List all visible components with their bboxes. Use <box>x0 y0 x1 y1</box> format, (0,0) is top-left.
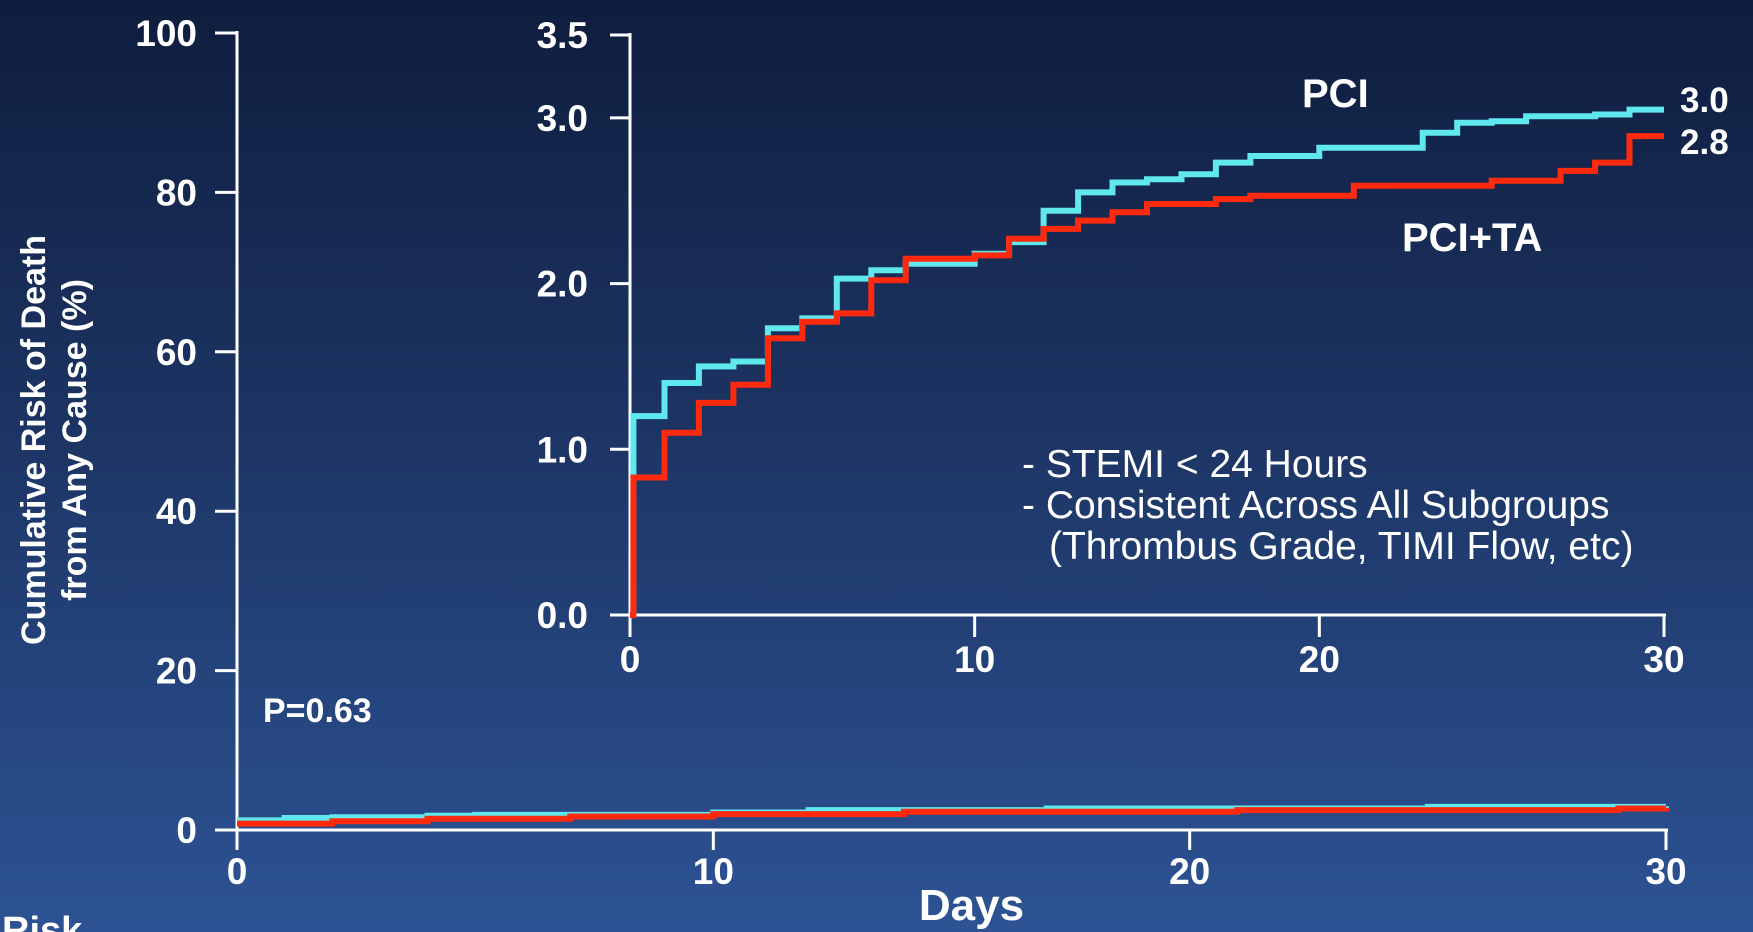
y-axis-title-line: Cumulative Risk of Death <box>15 235 53 645</box>
inset-x-tick-label: 0 <box>620 639 641 680</box>
risk-table-label: Risk <box>2 910 83 932</box>
y-axis-title-line: from Any Cause (%) <box>56 279 94 601</box>
inset-note-line: - Consistent Across All Subgroups <box>1022 484 1609 527</box>
end-value-label-pci-ta: 2.8 <box>1680 123 1729 162</box>
inset-x-tick-label: 30 <box>1643 639 1684 680</box>
end-value-label-pci: 3.0 <box>1680 81 1729 120</box>
main-x-tick-label: 20 <box>1169 851 1210 892</box>
main-y-tick-label: 40 <box>156 491 197 532</box>
main-series-pci-ta <box>237 805 1669 827</box>
main-y-tick-label: 20 <box>156 651 197 692</box>
series-label-pci: PCI <box>1302 72 1369 116</box>
main-x-tick-label: 0 <box>227 851 248 892</box>
main-x-axis-title: Days <box>919 881 1024 930</box>
inset-y-tick-label: 2.0 <box>537 264 588 305</box>
inset-y-tick-label: 1.0 <box>537 429 588 470</box>
p-value-annotation: P=0.63 <box>263 692 372 730</box>
main-y-tick-label: 60 <box>156 332 197 373</box>
inset-note-line: (Thrombus Grade, TIMI Flow, etc) <box>1049 525 1633 568</box>
main-x-tick-label: 30 <box>1645 851 1686 892</box>
inset-series-pci <box>630 106 1664 618</box>
inset-series-pci-ta <box>630 133 1664 618</box>
main-y-tick-label: 100 <box>135 13 197 54</box>
series-label-pci-ta: PCI+TA <box>1402 216 1542 260</box>
main-x-tick-label: 10 <box>693 851 734 892</box>
inset-y-tick-label: 3.0 <box>537 98 588 139</box>
inset-note-line: - STEMI < 24 Hours <box>1022 443 1368 486</box>
inset-y-tick-label: 0.0 <box>537 595 588 636</box>
main-y-axis-title: Cumulative Risk of Deathfrom Any Cause (… <box>15 235 94 645</box>
inset-x-tick-label: 20 <box>1299 639 1340 680</box>
inset-x-tick-label: 10 <box>954 639 995 680</box>
inset-y-tick-label: 3.5 <box>537 15 588 56</box>
main-y-tick-label: 0 <box>176 810 197 851</box>
main-y-tick-label: 80 <box>156 172 197 213</box>
